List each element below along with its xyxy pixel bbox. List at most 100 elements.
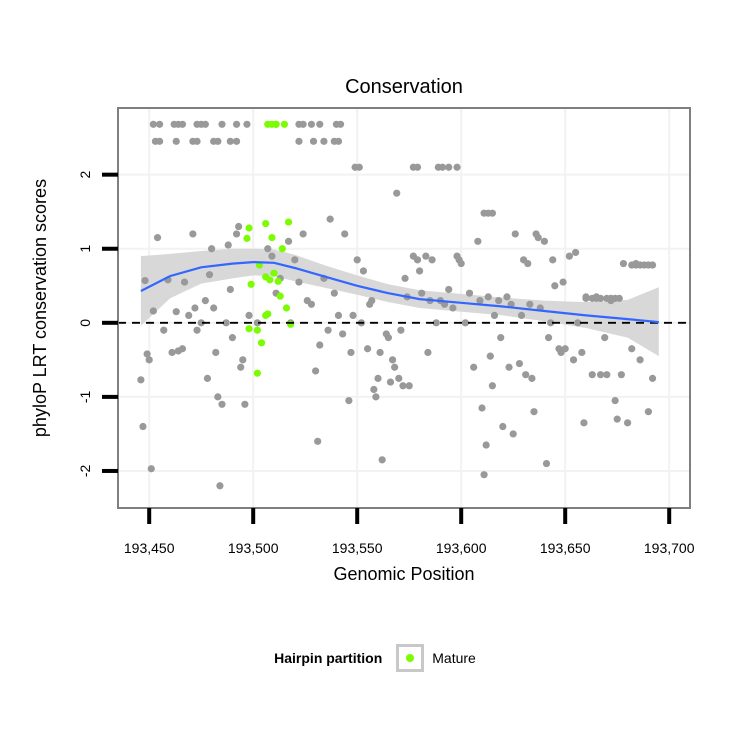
- other-point-7: [153, 234, 162, 242]
- other-point-137: [547, 319, 555, 327]
- other-point-33: [232, 230, 241, 238]
- other-point-52: [314, 437, 322, 445]
- other-point-161: [624, 419, 632, 427]
- other-point-14: [180, 278, 189, 286]
- other-point-171: [178, 120, 187, 128]
- other-point-146: [572, 248, 580, 257]
- other-point-120: [507, 300, 515, 308]
- other-point-223: [615, 294, 623, 302]
- other-point-187: [172, 137, 180, 145]
- other-point-164: [636, 356, 644, 364]
- other-point-3: [143, 350, 151, 358]
- other-point-205: [445, 163, 453, 171]
- other-point-22: [205, 271, 214, 279]
- other-point-41: [268, 252, 276, 260]
- other-point-72: [374, 374, 382, 382]
- other-point-19: [197, 319, 205, 327]
- mature-point-13: [282, 304, 291, 312]
- points-mature: [243, 120, 295, 377]
- mature-point-0: [245, 224, 253, 232]
- other-point-124: [517, 311, 526, 320]
- other-point-60: [341, 230, 349, 238]
- mature-point-12: [276, 292, 284, 300]
- other-point-40: [264, 245, 272, 253]
- other-point-30: [224, 241, 232, 249]
- other-point-130: [530, 408, 538, 416]
- other-point-74: [378, 456, 386, 464]
- other-point-8: [160, 326, 168, 334]
- other-point-119: [505, 363, 513, 371]
- other-point-79: [391, 363, 399, 371]
- other-point-165: [644, 408, 653, 416]
- legend: Hairpin partition Mature: [0, 636, 750, 680]
- other-point-192: [226, 137, 234, 145]
- other-point-159: [617, 371, 625, 379]
- x-tick-label-0: 193,450: [124, 540, 175, 556]
- other-point-175: [218, 120, 226, 128]
- other-point-193: [232, 137, 241, 145]
- other-point-38: [245, 311, 253, 320]
- other-point-191: [214, 137, 222, 145]
- mature-point-1: [243, 234, 251, 242]
- mature-point-11: [247, 280, 255, 288]
- other-point-136: [544, 334, 553, 342]
- other-point-151: [588, 371, 596, 379]
- other-point-17: [191, 304, 199, 312]
- other-point-62: [347, 348, 355, 357]
- other-point-4: [145, 356, 153, 364]
- other-point-0: [137, 376, 145, 384]
- other-point-138: [549, 256, 557, 264]
- x-tick-label-2: 193,550: [332, 540, 383, 556]
- other-point-181: [307, 120, 316, 128]
- other-point-194: [295, 137, 303, 145]
- mature-point-16: [253, 326, 261, 334]
- other-point-36: [239, 356, 247, 364]
- other-point-135: [542, 459, 551, 468]
- other-point-111: [484, 293, 492, 301]
- other-point-32: [228, 334, 236, 342]
- other-point-2: [141, 276, 149, 285]
- other-point-147: [574, 319, 582, 327]
- other-point-58: [334, 311, 343, 320]
- other-point-63: [349, 311, 357, 320]
- other-point-98: [445, 285, 453, 294]
- other-point-107: [476, 296, 484, 305]
- other-point-55: [324, 326, 332, 334]
- other-point-166: [648, 374, 657, 382]
- panel-border: [117, 107, 691, 509]
- other-point-144: [565, 252, 573, 260]
- y-axis: -2 -1 0 1 2: [77, 171, 118, 477]
- x-tick-label-3: 193,600: [436, 540, 487, 556]
- other-point-10: [168, 348, 176, 357]
- mature-point-3: [268, 234, 276, 242]
- other-point-48: [299, 230, 307, 238]
- other-point-132: [534, 234, 542, 242]
- other-point-129: [528, 374, 536, 382]
- other-point-61: [345, 396, 353, 405]
- other-point-53: [316, 341, 324, 349]
- legend-key-mature: [396, 644, 425, 672]
- x-tick-label-5: 193,700: [644, 540, 695, 556]
- other-point-219: [596, 294, 605, 302]
- mature-point-6: [266, 276, 274, 284]
- other-point-168: [156, 120, 164, 128]
- other-point-91: [422, 252, 430, 260]
- other-point-99: [449, 304, 457, 312]
- loess-fit-line: [140, 260, 659, 324]
- other-point-76: [384, 334, 392, 342]
- other-point-167: [149, 120, 157, 128]
- mature-point-24: [280, 120, 288, 128]
- other-point-94: [428, 256, 436, 264]
- other-point-102: [457, 259, 465, 268]
- other-point-26: [214, 393, 222, 401]
- y-tick-label-3: 1: [77, 245, 93, 253]
- other-point-155: [603, 371, 611, 379]
- other-point-35: [237, 363, 245, 371]
- other-point-142: [559, 278, 567, 286]
- legend-title: Hairpin partition: [274, 650, 383, 666]
- other-point-57: [330, 289, 338, 297]
- mature-point-23: [272, 120, 280, 128]
- mature-point-9: [278, 245, 286, 253]
- other-point-86: [405, 382, 413, 390]
- other-point-198: [334, 137, 343, 145]
